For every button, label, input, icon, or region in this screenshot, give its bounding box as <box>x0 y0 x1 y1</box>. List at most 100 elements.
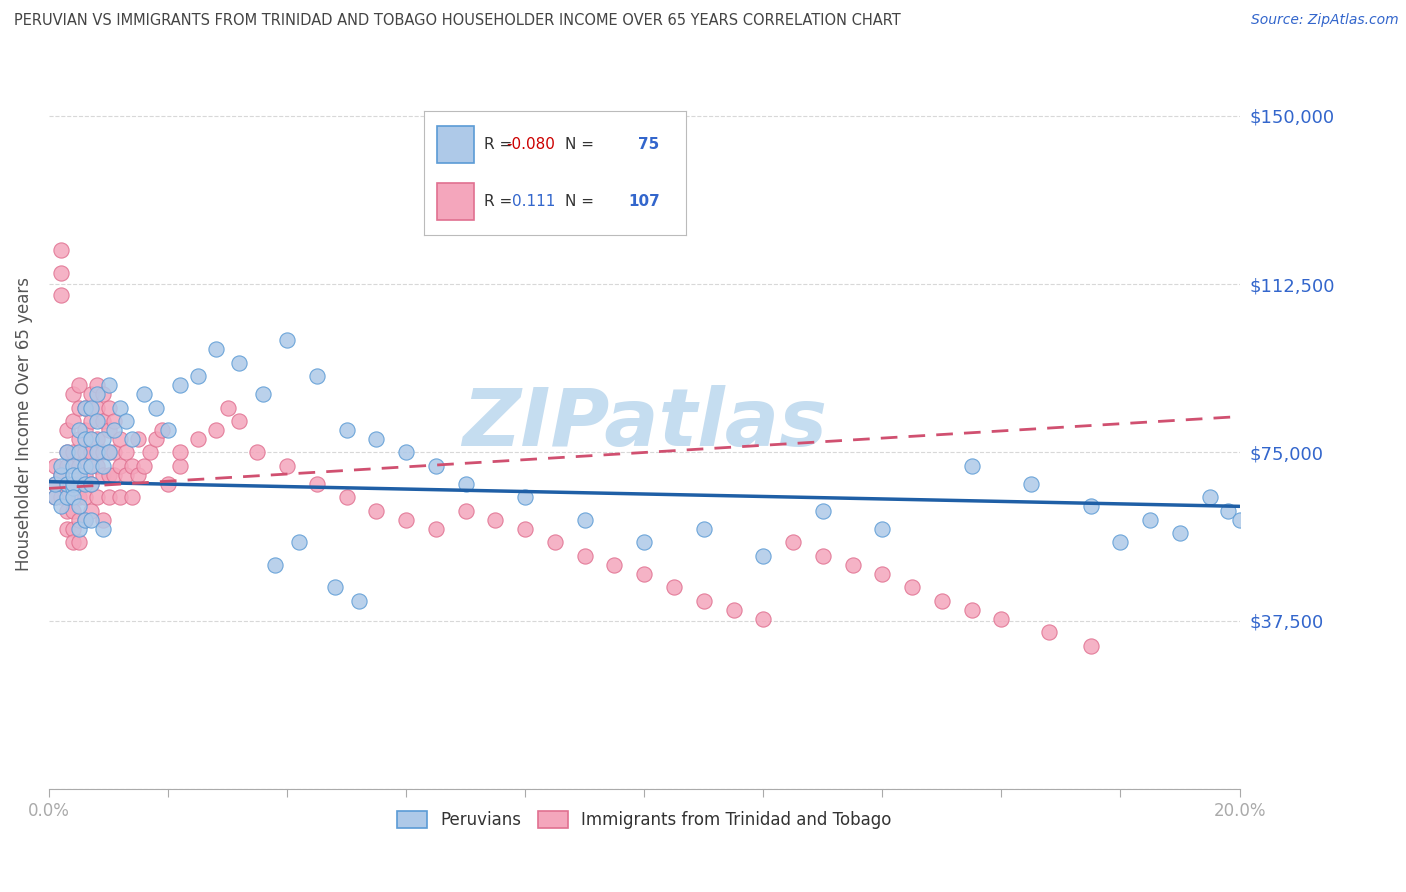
Point <box>73 432 96 446</box>
Point <box>110 432 132 446</box>
Point <box>574 513 596 527</box>
Point <box>97 378 120 392</box>
Point <box>97 401 120 415</box>
Point <box>97 423 120 437</box>
Point <box>73 467 96 482</box>
Point <box>395 513 418 527</box>
Point <box>73 401 96 415</box>
Point <box>62 458 84 473</box>
Point <box>73 513 96 527</box>
Point <box>67 378 90 392</box>
Point <box>103 414 125 428</box>
Point <box>693 593 716 607</box>
Point <box>62 387 84 401</box>
Point <box>56 476 79 491</box>
Point <box>103 423 125 437</box>
Point <box>1168 526 1191 541</box>
Point <box>276 458 298 473</box>
Point <box>56 445 79 459</box>
Point <box>67 491 90 505</box>
Point <box>228 414 250 428</box>
Point <box>91 432 114 446</box>
Point <box>67 458 90 473</box>
Point <box>366 504 388 518</box>
Point <box>246 445 269 459</box>
Point <box>115 414 138 428</box>
Point <box>872 522 894 536</box>
Point <box>187 369 209 384</box>
Point <box>91 387 114 401</box>
Point <box>86 491 108 505</box>
Point <box>872 566 894 581</box>
Point <box>62 445 84 459</box>
Point <box>901 580 924 594</box>
Point <box>49 288 72 302</box>
Point <box>44 491 66 505</box>
Point <box>73 513 96 527</box>
Point <box>121 458 143 473</box>
Point <box>454 504 477 518</box>
Point <box>723 602 745 616</box>
Point <box>73 476 96 491</box>
Point <box>44 491 66 505</box>
Point <box>103 467 125 482</box>
Point <box>115 467 138 482</box>
Point <box>79 432 101 446</box>
Point <box>79 414 101 428</box>
Point <box>841 558 863 572</box>
Point <box>252 387 274 401</box>
Point <box>157 476 180 491</box>
Point <box>67 476 90 491</box>
Point <box>127 467 149 482</box>
Point <box>73 445 96 459</box>
Point <box>44 458 66 473</box>
Point <box>62 522 84 536</box>
Point <box>56 491 79 505</box>
Point <box>633 566 655 581</box>
Text: PERUVIAN VS IMMIGRANTS FROM TRINIDAD AND TOBAGO HOUSEHOLDER INCOME OVER 65 YEARS: PERUVIAN VS IMMIGRANTS FROM TRINIDAD AND… <box>14 13 901 29</box>
Point <box>264 558 287 572</box>
Point <box>73 491 96 505</box>
Point <box>67 401 90 415</box>
Point <box>110 401 132 415</box>
Point <box>73 423 96 437</box>
Point <box>157 423 180 437</box>
Point <box>395 445 418 459</box>
Point <box>86 432 108 446</box>
Point <box>811 504 834 518</box>
Point <box>91 513 114 527</box>
Point <box>56 423 79 437</box>
Point <box>990 611 1012 625</box>
Point <box>103 445 125 459</box>
Point <box>115 445 138 459</box>
Point <box>110 491 132 505</box>
Point <box>336 491 359 505</box>
Point <box>73 401 96 415</box>
Point <box>49 500 72 514</box>
Point <box>49 458 72 473</box>
Point <box>49 467 72 482</box>
Point <box>347 593 370 607</box>
Point <box>145 432 167 446</box>
Point <box>86 378 108 392</box>
Point <box>91 414 114 428</box>
Point <box>169 378 191 392</box>
Point <box>73 458 96 473</box>
Point <box>603 558 626 572</box>
Point <box>56 504 79 518</box>
Point <box>49 266 72 280</box>
Point <box>752 549 775 563</box>
Point <box>97 467 120 482</box>
Point <box>97 445 120 459</box>
Text: Source: ZipAtlas.com: Source: ZipAtlas.com <box>1251 13 1399 28</box>
Point <box>62 482 84 496</box>
Point <box>86 445 108 459</box>
Point <box>425 522 447 536</box>
Point <box>127 432 149 446</box>
Point <box>204 423 226 437</box>
Point <box>91 522 114 536</box>
Point <box>169 458 191 473</box>
Point <box>56 522 79 536</box>
Point <box>693 522 716 536</box>
Point <box>134 387 156 401</box>
